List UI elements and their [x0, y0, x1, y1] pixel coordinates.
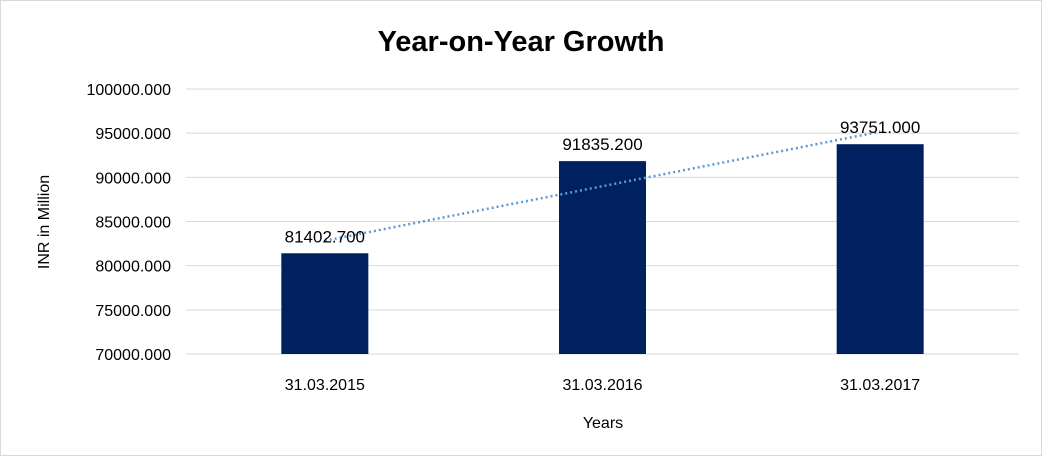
data-label: 93751.000 [840, 118, 920, 137]
trendline [324, 130, 881, 242]
x-axis-label: Years [583, 415, 623, 432]
y-axis-ticks: 70000.000 75000.000 80000.000 85000.000 9000… [86, 82, 171, 364]
y-tick-label: 85000.000 [95, 215, 171, 232]
x-tick-label: 31.03.2015 [285, 377, 365, 394]
bar [281, 253, 369, 354]
data-label: 91835.200 [562, 135, 642, 154]
y-tick-label: 95000.000 [95, 126, 171, 143]
bars [281, 144, 924, 354]
data-label: 81402.700 [285, 227, 365, 246]
y-tick-label: 90000.000 [95, 170, 171, 187]
y-axis-label: INR in Million [36, 175, 53, 269]
y-tick-label: 100000.000 [86, 82, 171, 99]
trendline-group [324, 130, 881, 242]
y-tick-label: 75000.000 [95, 303, 171, 320]
x-axis-ticks: 31.03.2015 31.03.2016 31.03.2017 [285, 377, 921, 394]
bar [836, 144, 924, 354]
data-labels: 81402.700 91835.200 93751.000 [285, 118, 921, 246]
y-tick-label: 70000.000 [95, 347, 171, 364]
bar [559, 161, 646, 354]
x-tick-label: 31.03.2016 [562, 377, 642, 394]
y-tick-label: 80000.000 [95, 259, 171, 276]
chart-title: Year-on-Year Growth [378, 26, 665, 58]
x-tick-label: 31.03.2017 [840, 377, 920, 394]
